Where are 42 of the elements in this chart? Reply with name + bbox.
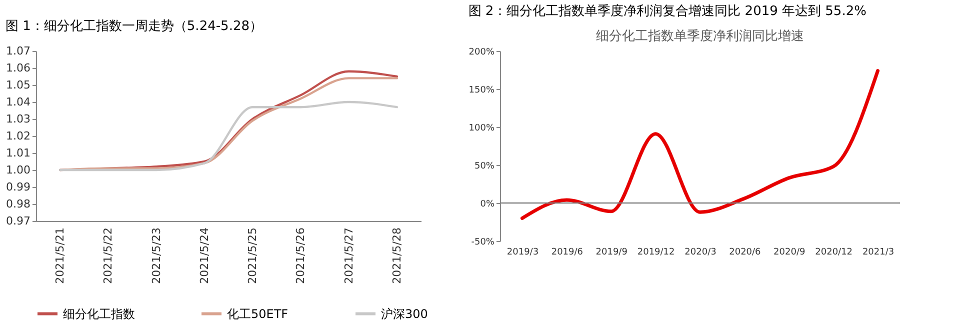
x-tick-label: 2020/9 [774, 248, 806, 258]
x-tick-label: 2020/3 [684, 248, 716, 258]
x-tick-label: 2021/3 [862, 248, 894, 258]
y-tick-label: 0% [480, 200, 495, 210]
y-tick-label: 0.97 [6, 214, 30, 228]
y-tick-label: -50% [471, 238, 495, 248]
y-tick-label: 0.99 [6, 180, 30, 194]
y-tick-label: 50% [474, 162, 495, 172]
x-tick-label: 2021/5/26 [294, 228, 308, 284]
y-tick-label: 1.04 [6, 96, 30, 108]
y-tick-label: 1.01 [6, 146, 30, 160]
x-tick-label: 2021/5/25 [246, 228, 260, 284]
x-tick-label: 2021/5/27 [342, 228, 356, 284]
y-tick-label: 100% [468, 124, 495, 134]
y-tick-label: 150% [468, 86, 495, 96]
y-tick-label: 1.03 [6, 112, 30, 126]
y-tick-label: 1.05 [6, 78, 30, 92]
x-tick-label: 2021/5/21 [54, 228, 67, 284]
y-tick-label: 200% [468, 48, 495, 58]
y-tick-label: 1.07 [6, 44, 30, 58]
line-series [520, 69, 880, 220]
x-tick-label: 2020/6 [729, 248, 762, 258]
x-tick-label: 2019/3 [506, 248, 539, 258]
x-tick-label: 2019/9 [596, 248, 628, 258]
x-tick-label: 2021/5/24 [198, 228, 211, 284]
y-tick-label: 1.00 [6, 164, 30, 176]
legend-label: 化工50ETF [227, 306, 288, 321]
x-tick-label: 2021/5/23 [150, 228, 163, 284]
x-tick-label: 2019/12 [637, 248, 675, 258]
legend-label: 沪深300 [381, 306, 428, 321]
x-tick-label: 2019/6 [551, 248, 584, 258]
x-tick-label: 2020/12 [815, 248, 853, 258]
y-tick-label: 0.98 [6, 198, 30, 210]
chart-title: 图 2：细分化工指数单季度净利润复合增速同比 2019 年达到 55.2% [468, 3, 866, 19]
y-tick-label: 1.02 [6, 130, 30, 142]
chart-title: 图 1：细分化工指数一周走势（5.24-5.28） [6, 19, 263, 34]
y-tick-label: 1.06 [6, 62, 30, 74]
legend-label: 细分化工指数 [63, 306, 135, 321]
chart-subtitle: 细分化工指数单季度净利润同比增速 [596, 28, 804, 44]
x-tick-label: 2021/5/28 [390, 228, 404, 284]
x-tick-label: 2021/5/22 [102, 228, 115, 284]
line-series [58, 100, 398, 172]
